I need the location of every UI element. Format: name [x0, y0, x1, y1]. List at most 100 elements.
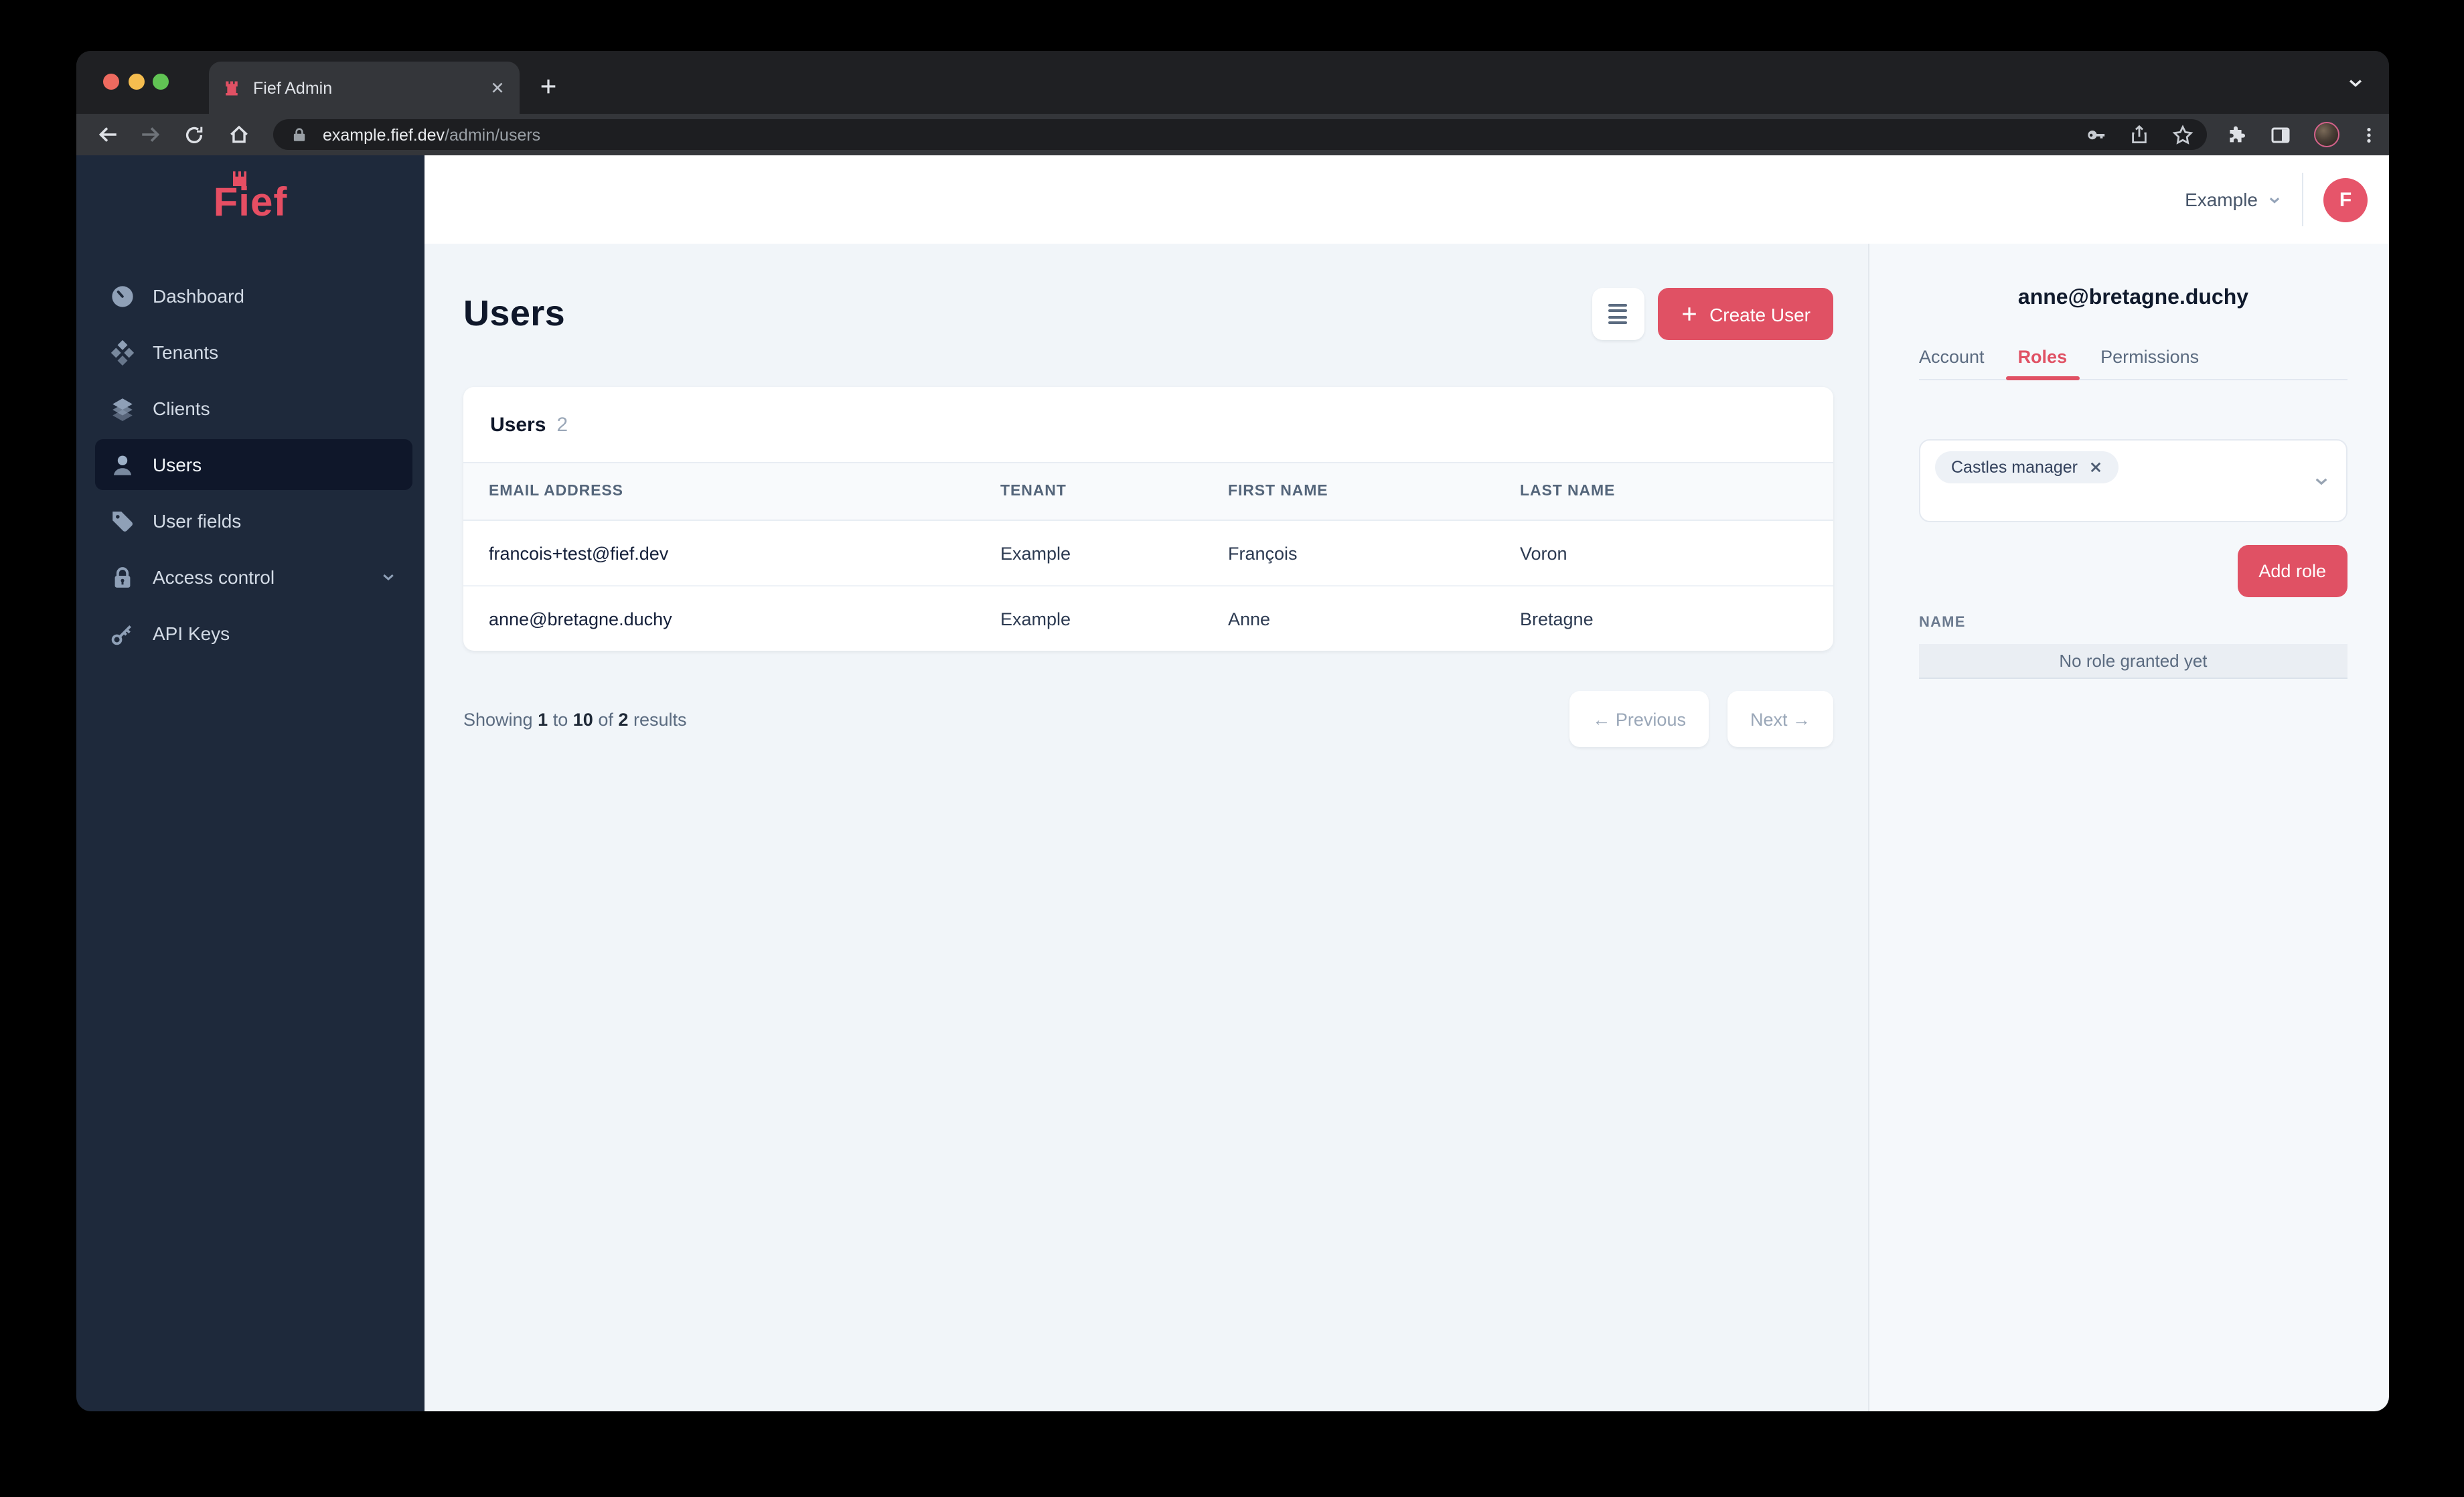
cell-last-name: Voron [1520, 543, 1567, 563]
reload-icon[interactable] [178, 119, 210, 151]
dashboard-gauge-icon [110, 283, 135, 309]
tab-roles[interactable]: Roles [2005, 347, 2079, 380]
sidebar-item-dashboard[interactable]: Dashboard [95, 270, 412, 321]
tag-icon [110, 508, 135, 534]
empty-roles-row: No role granted yet [1919, 644, 2347, 679]
panel-tabs: Account Roles Permissions [1919, 347, 2347, 380]
workspace-name: Example [2185, 189, 2258, 210]
sidebar-item-label: Access control [153, 566, 275, 588]
tab-permissions[interactable]: Permissions [2100, 347, 2200, 367]
column-tenant[interactable]: TENANT [1000, 483, 1067, 499]
fief-favicon-icon [222, 78, 241, 97]
url-text: example.fief.dev/admin/users [323, 125, 541, 144]
cell-last-name: Bretagne [1520, 609, 1594, 629]
chevron-down-icon [2267, 192, 2282, 207]
browser-tabstrip: Fief Admin [76, 51, 2389, 114]
list-icon [1608, 303, 1628, 325]
home-icon[interactable] [222, 119, 254, 151]
browser-toolbar: example.fief.dev/admin/users [76, 114, 2389, 155]
user-avatar[interactable]: F [2323, 177, 2368, 222]
sidebar-item-label: Clients [153, 398, 210, 419]
remove-role-icon[interactable] [2088, 461, 2102, 474]
column-first-name[interactable]: FIRST NAME [1228, 483, 1328, 499]
role-select[interactable]: Castles manager [1919, 439, 2347, 522]
cell-tenant: Example [1000, 543, 1071, 563]
workspace-selector[interactable]: Example [2185, 189, 2282, 210]
tenants-cubes-icon [110, 339, 135, 365]
panel-title: anne@bretagne.duchy [2017, 287, 2249, 309]
create-user-button[interactable]: Create User [1657, 288, 1833, 340]
users-count-badge: 2 [556, 413, 568, 436]
padlock-icon [110, 564, 135, 590]
api-key-icon [110, 621, 135, 646]
table-row[interactable]: anne@bretagne.duchy Example Anne Bretagn… [463, 585, 1833, 651]
cell-first-name: François [1228, 543, 1298, 563]
sidebar-item-clients[interactable]: Clients [95, 383, 412, 434]
sidebar-item-label: API Keys [153, 623, 230, 644]
role-chip: Castles manager [1935, 451, 2118, 483]
minimize-window-button[interactable] [128, 74, 144, 90]
forward-icon[interactable] [134, 119, 166, 151]
fullscreen-window-button[interactable] [153, 74, 169, 90]
sidebar-item-label: User fields [153, 510, 242, 532]
sidebar-item-access-control[interactable]: Access control [95, 552, 412, 603]
sidebar-item-label: Dashboard [153, 285, 244, 307]
close-window-button[interactable] [103, 74, 119, 90]
list-view-button[interactable] [1592, 288, 1644, 340]
browser-menu-kebab-icon[interactable] [2360, 124, 2378, 145]
sidebar-item-label: Tenants [153, 341, 219, 363]
next-page-button[interactable]: Next → [1727, 691, 1833, 747]
sidebar: Fief Dashboard Tenants [76, 155, 425, 1411]
cell-email: francois+test@fief.dev [489, 543, 669, 563]
user-icon [110, 452, 135, 477]
fief-logo: Fief [76, 171, 425, 226]
sidebar-item-user-fields[interactable]: User fields [95, 495, 412, 546]
previous-page-button[interactable]: ← Previous [1569, 691, 1709, 747]
tab-search-chevron-icon[interactable] [2346, 74, 2365, 92]
table-row[interactable]: francois+test@fief.dev Example François … [463, 521, 1833, 585]
chevron-down-icon [380, 569, 396, 585]
role-chip-label: Castles manager [1951, 458, 2078, 477]
side-panel-icon[interactable] [2270, 124, 2291, 145]
column-email[interactable]: EMAIL ADDRESS [489, 483, 623, 499]
lock-icon[interactable] [291, 126, 308, 143]
column-last-name[interactable]: LAST NAME [1520, 483, 1616, 499]
tab-title: Fief Admin [253, 78, 333, 97]
cell-tenant: Example [1000, 609, 1071, 629]
browser-tab[interactable]: Fief Admin [209, 62, 520, 114]
password-key-icon[interactable] [2085, 124, 2106, 145]
clients-layers-icon [110, 396, 135, 421]
url-bar[interactable]: example.fief.dev/admin/users [273, 119, 2207, 150]
tab-close-icon[interactable] [489, 79, 506, 96]
plus-icon [1680, 305, 1697, 323]
chevron-down-icon [2313, 473, 2330, 490]
roles-table-header: NAME [1919, 615, 1966, 631]
main-content: Users Create User [425, 244, 1868, 1411]
sidebar-item-tenants[interactable]: Tenants [95, 327, 412, 378]
sidebar-item-api-keys[interactable]: API Keys [95, 608, 412, 659]
page-title: Users [463, 293, 566, 333]
tab-account[interactable]: Account [1919, 347, 1985, 367]
card-title: Users [490, 413, 546, 436]
pagination-status: Showing 1 to 10 of 2 results [463, 709, 687, 729]
sidebar-nav: Dashboard Tenants Clients [76, 270, 425, 664]
bookmark-star-icon[interactable] [2172, 124, 2193, 145]
header-divider [2302, 173, 2303, 226]
browser-window: Fief Admin [76, 51, 2389, 1411]
users-table-card: Users 2 EMAIL ADDRESS TENANT FIRST NAME … [463, 387, 1833, 651]
new-tab-button[interactable] [538, 76, 558, 96]
browser-profile-avatar[interactable] [2314, 122, 2339, 147]
back-icon[interactable] [91, 119, 123, 151]
add-role-button[interactable]: Add role [2237, 545, 2347, 597]
table-header-row: EMAIL ADDRESS TENANT FIRST NAME LAST NAM… [463, 462, 1833, 521]
share-icon[interactable] [2129, 125, 2149, 145]
cell-first-name: Anne [1228, 609, 1271, 629]
user-detail-panel: anne@bretagne.duchy Account Roles Permis… [1868, 244, 2389, 1411]
app-header: Example F [425, 155, 2389, 244]
sidebar-item-label: Users [153, 454, 202, 475]
window-controls [103, 74, 169, 90]
cell-email: anne@bretagne.duchy [489, 609, 672, 629]
extensions-puzzle-icon[interactable] [2226, 124, 2247, 145]
sidebar-item-users[interactable]: Users [95, 439, 412, 490]
